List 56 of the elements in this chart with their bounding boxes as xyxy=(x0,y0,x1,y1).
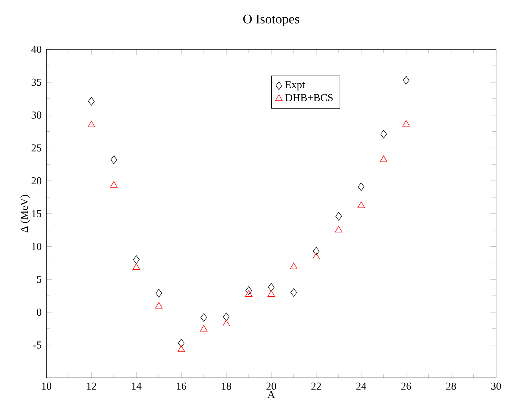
point xyxy=(313,247,320,256)
point xyxy=(358,202,366,208)
y-tick-label: 5 xyxy=(37,276,42,284)
x-tick-label: 14 xyxy=(132,383,142,390)
x-axis-title: A xyxy=(268,391,276,398)
point xyxy=(312,253,320,260)
legend-label: DHB+BCS xyxy=(286,94,333,102)
point xyxy=(336,212,342,221)
point xyxy=(380,156,388,162)
point xyxy=(222,320,230,327)
point xyxy=(88,98,95,106)
y-tick-label: -5 xyxy=(34,342,42,350)
point xyxy=(402,120,410,128)
point xyxy=(178,346,186,352)
point xyxy=(358,182,365,192)
point xyxy=(200,314,208,322)
point xyxy=(403,76,410,85)
point xyxy=(132,264,140,270)
y-tick-label: 25 xyxy=(32,144,42,152)
x-tick-label: 10 xyxy=(42,383,52,390)
point xyxy=(156,289,162,298)
point xyxy=(200,326,208,332)
x-tick-label: 26 xyxy=(402,383,412,390)
x-tick-label: 28 xyxy=(446,383,456,390)
y-axis-title: Δ (MeV) xyxy=(20,195,30,233)
point xyxy=(178,339,185,348)
point xyxy=(110,156,118,164)
point xyxy=(155,302,163,310)
point xyxy=(380,130,388,139)
y-tick-label: 40 xyxy=(32,46,42,54)
point xyxy=(245,290,253,298)
point xyxy=(290,288,298,298)
point xyxy=(246,286,252,296)
x-tick-label: 16 xyxy=(177,383,187,390)
x-tick-label: 30 xyxy=(492,383,502,390)
point xyxy=(268,290,276,298)
y-tick-label: 30 xyxy=(32,112,42,120)
point xyxy=(335,226,343,233)
point xyxy=(268,283,275,292)
x-tick-label: 24 xyxy=(356,383,367,390)
point xyxy=(133,256,140,264)
point xyxy=(88,121,96,128)
x-tick-label: 22 xyxy=(312,383,322,390)
y-tick-label: 10 xyxy=(32,243,42,251)
y-tick-label: 15 xyxy=(32,210,42,218)
x-tick-label: 18 xyxy=(222,383,232,390)
x-tick-label: 20 xyxy=(266,383,276,390)
legend-label: Expt xyxy=(286,82,306,91)
chart-title: O Isotopes xyxy=(244,15,300,27)
point xyxy=(290,263,298,270)
point xyxy=(110,182,118,188)
y-tick-label: 35 xyxy=(32,79,42,86)
y-tick-label: 0 xyxy=(37,309,42,316)
y-tick-label: 20 xyxy=(32,178,42,185)
point xyxy=(223,313,230,322)
x-tick-label: 12 xyxy=(87,383,96,390)
